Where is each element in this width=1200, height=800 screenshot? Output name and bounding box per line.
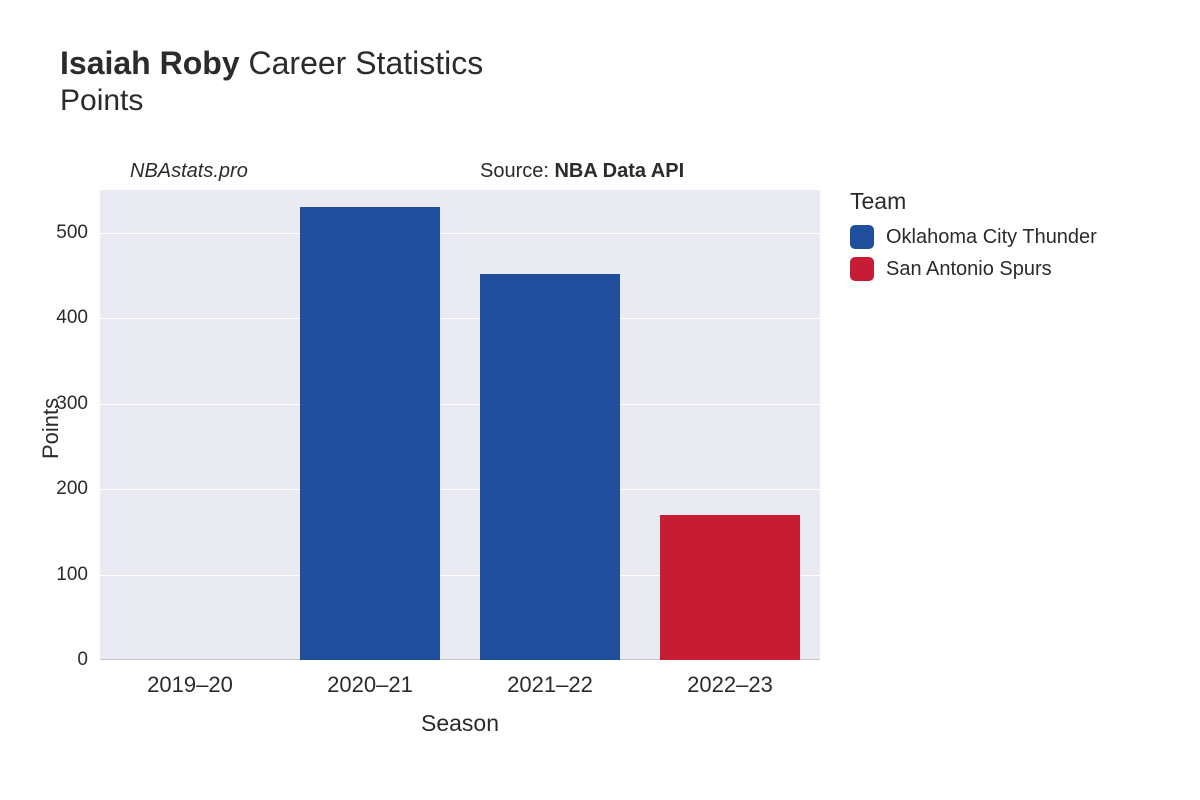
y-tick-label: 300 — [0, 393, 88, 415]
grid-line — [100, 660, 820, 661]
chart-container: Isaiah Roby Career Statistics Points NBA… — [0, 0, 1200, 800]
grid-line — [100, 318, 820, 319]
grid-line — [100, 404, 820, 405]
y-tick-label: 0 — [0, 649, 88, 671]
bar — [660, 515, 800, 660]
legend: Team Oklahoma City Thunder San Antonio Sp… — [850, 188, 1097, 289]
chart-title-block: Isaiah Roby Career Statistics Points — [60, 45, 483, 118]
legend-label: Oklahoma City Thunder — [886, 226, 1097, 249]
legend-swatch — [850, 257, 874, 281]
title-rest: Career Statistics — [240, 45, 484, 81]
chart-subtitle: Points — [60, 84, 483, 118]
legend-label: San Antonio Spurs — [886, 258, 1052, 281]
source-label: Source: — [480, 160, 554, 182]
legend-item: Oklahoma City Thunder — [850, 225, 1097, 249]
y-tick-label: 100 — [0, 564, 88, 586]
source-attribution: Source: NBA Data API — [480, 160, 684, 183]
y-tick-label: 500 — [0, 222, 88, 244]
source-value: NBA Data API — [554, 160, 684, 182]
legend-title: Team — [850, 188, 1097, 215]
x-tick-label: 2019–20 — [147, 672, 233, 698]
bar — [300, 207, 440, 660]
grid-line — [100, 233, 820, 234]
plot-area — [100, 190, 820, 660]
x-tick-label: 2021–22 — [507, 672, 593, 698]
legend-swatch — [850, 225, 874, 249]
grid-line — [100, 489, 820, 490]
y-tick-label: 200 — [0, 478, 88, 500]
bar — [480, 274, 620, 660]
watermark-text: NBAstats.pro — [130, 160, 248, 183]
x-axis-title: Season — [421, 710, 499, 737]
y-tick-label: 400 — [0, 307, 88, 329]
x-tick-label: 2022–23 — [687, 672, 773, 698]
legend-item: San Antonio Spurs — [850, 257, 1097, 281]
chart-title: Isaiah Roby Career Statistics — [60, 45, 483, 82]
x-tick-label: 2020–21 — [327, 672, 413, 698]
title-player: Isaiah Roby — [60, 45, 240, 81]
